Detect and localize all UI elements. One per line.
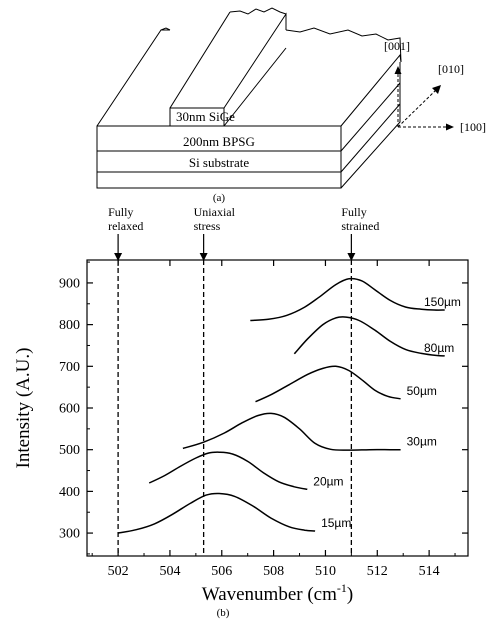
base-top-right [340, 53, 402, 127]
ridge-right-edge [223, 12, 287, 109]
x-tick-label: 502 [108, 564, 129, 579]
x-tick-label: 508 [263, 564, 284, 579]
series-label: 20µm [313, 474, 343, 488]
y-tick-label: 600 [59, 402, 80, 417]
axis-label-100: [100] [460, 120, 486, 134]
x-tick-label: 510 [315, 564, 336, 579]
axis-010-head [432, 85, 441, 94]
raman-plot: 300 400 500 600 700 800 900 502 504 506 508 510 512 5… [13, 205, 469, 605]
y-axis-label: Intensity (A.U.) [13, 348, 34, 469]
reference-label-line2: relaxed [108, 219, 143, 233]
spectrum-curve [148, 451, 308, 491]
series-label: 150µm [424, 295, 461, 309]
y-tick-label: 400 [59, 485, 80, 500]
reference-label-line2: stress [194, 219, 221, 233]
axis-001-head [394, 66, 402, 74]
ridge-left-edge [169, 11, 231, 109]
spectrum-curve [182, 412, 401, 451]
x-axis-label-tail: ) [347, 584, 353, 605]
axis-label-001: [001] [384, 39, 410, 53]
reference-label-line2: strained [341, 219, 379, 233]
crystal-axes [397, 72, 448, 128]
y-tick-label: 300 [59, 527, 80, 542]
base-torn-edge-left [160, 27, 171, 31]
device-schematic [96, 7, 402, 189]
reference-arrow-head [114, 253, 123, 261]
reference-label-line1: Fully [341, 205, 366, 219]
x-tick-label: 506 [211, 564, 232, 579]
spectrum-curve [117, 492, 316, 534]
panel-a-caption: (a) [213, 192, 226, 204]
layer-label-sige: 30nm SiGe [176, 109, 235, 124]
base-front [96, 125, 342, 189]
layer-label-bpsg: 200nm BPSG [183, 134, 255, 149]
reference-label-line1: Fully [108, 205, 133, 219]
reference-label-line1: Uniaxial [194, 205, 236, 219]
spectrum-curve [250, 277, 445, 322]
x-axis-label-superscript: -1 [337, 581, 347, 595]
axis-010-arrow [397, 88, 438, 128]
axis-100-head [446, 123, 454, 131]
series-label: 50µm [407, 384, 437, 398]
ridge-torn-edge [229, 7, 287, 15]
series-label: 15µm [321, 516, 351, 530]
series-label: 30µm [407, 435, 437, 449]
ridge-front [169, 107, 225, 127]
x-tick-label: 504 [159, 564, 180, 579]
base-right-face [340, 62, 401, 189]
y-tick-label: 900 [59, 276, 80, 291]
plot-frame [86, 259, 469, 557]
y-tick-label: 700 [59, 360, 80, 375]
crystal-axis-heads [394, 66, 454, 131]
base-torn-edge-right [285, 27, 402, 63]
panel-b-caption: (b) [217, 607, 230, 619]
reference-arrow-head [347, 253, 356, 261]
axis-label-010: [010] [438, 62, 464, 76]
reference-arrow-head [199, 253, 208, 261]
spectrum-curve [255, 365, 401, 403]
x-axis-label: Wavenumber (cm-1) [202, 581, 353, 605]
y-tick-label: 500 [59, 443, 80, 458]
base-right-layer2 [340, 103, 401, 173]
x-tick-label: 512 [367, 564, 388, 579]
layer-label-si: Si substrate [189, 155, 250, 170]
spectrum-curve [293, 316, 445, 357]
ridge-right-face [223, 47, 287, 127]
x-tick-label: 514 [419, 564, 440, 579]
base-right-layer1 [340, 82, 401, 152]
base-top [96, 29, 170, 127]
series-label: 80µm [424, 341, 454, 355]
y-tick-label: 800 [59, 318, 80, 333]
